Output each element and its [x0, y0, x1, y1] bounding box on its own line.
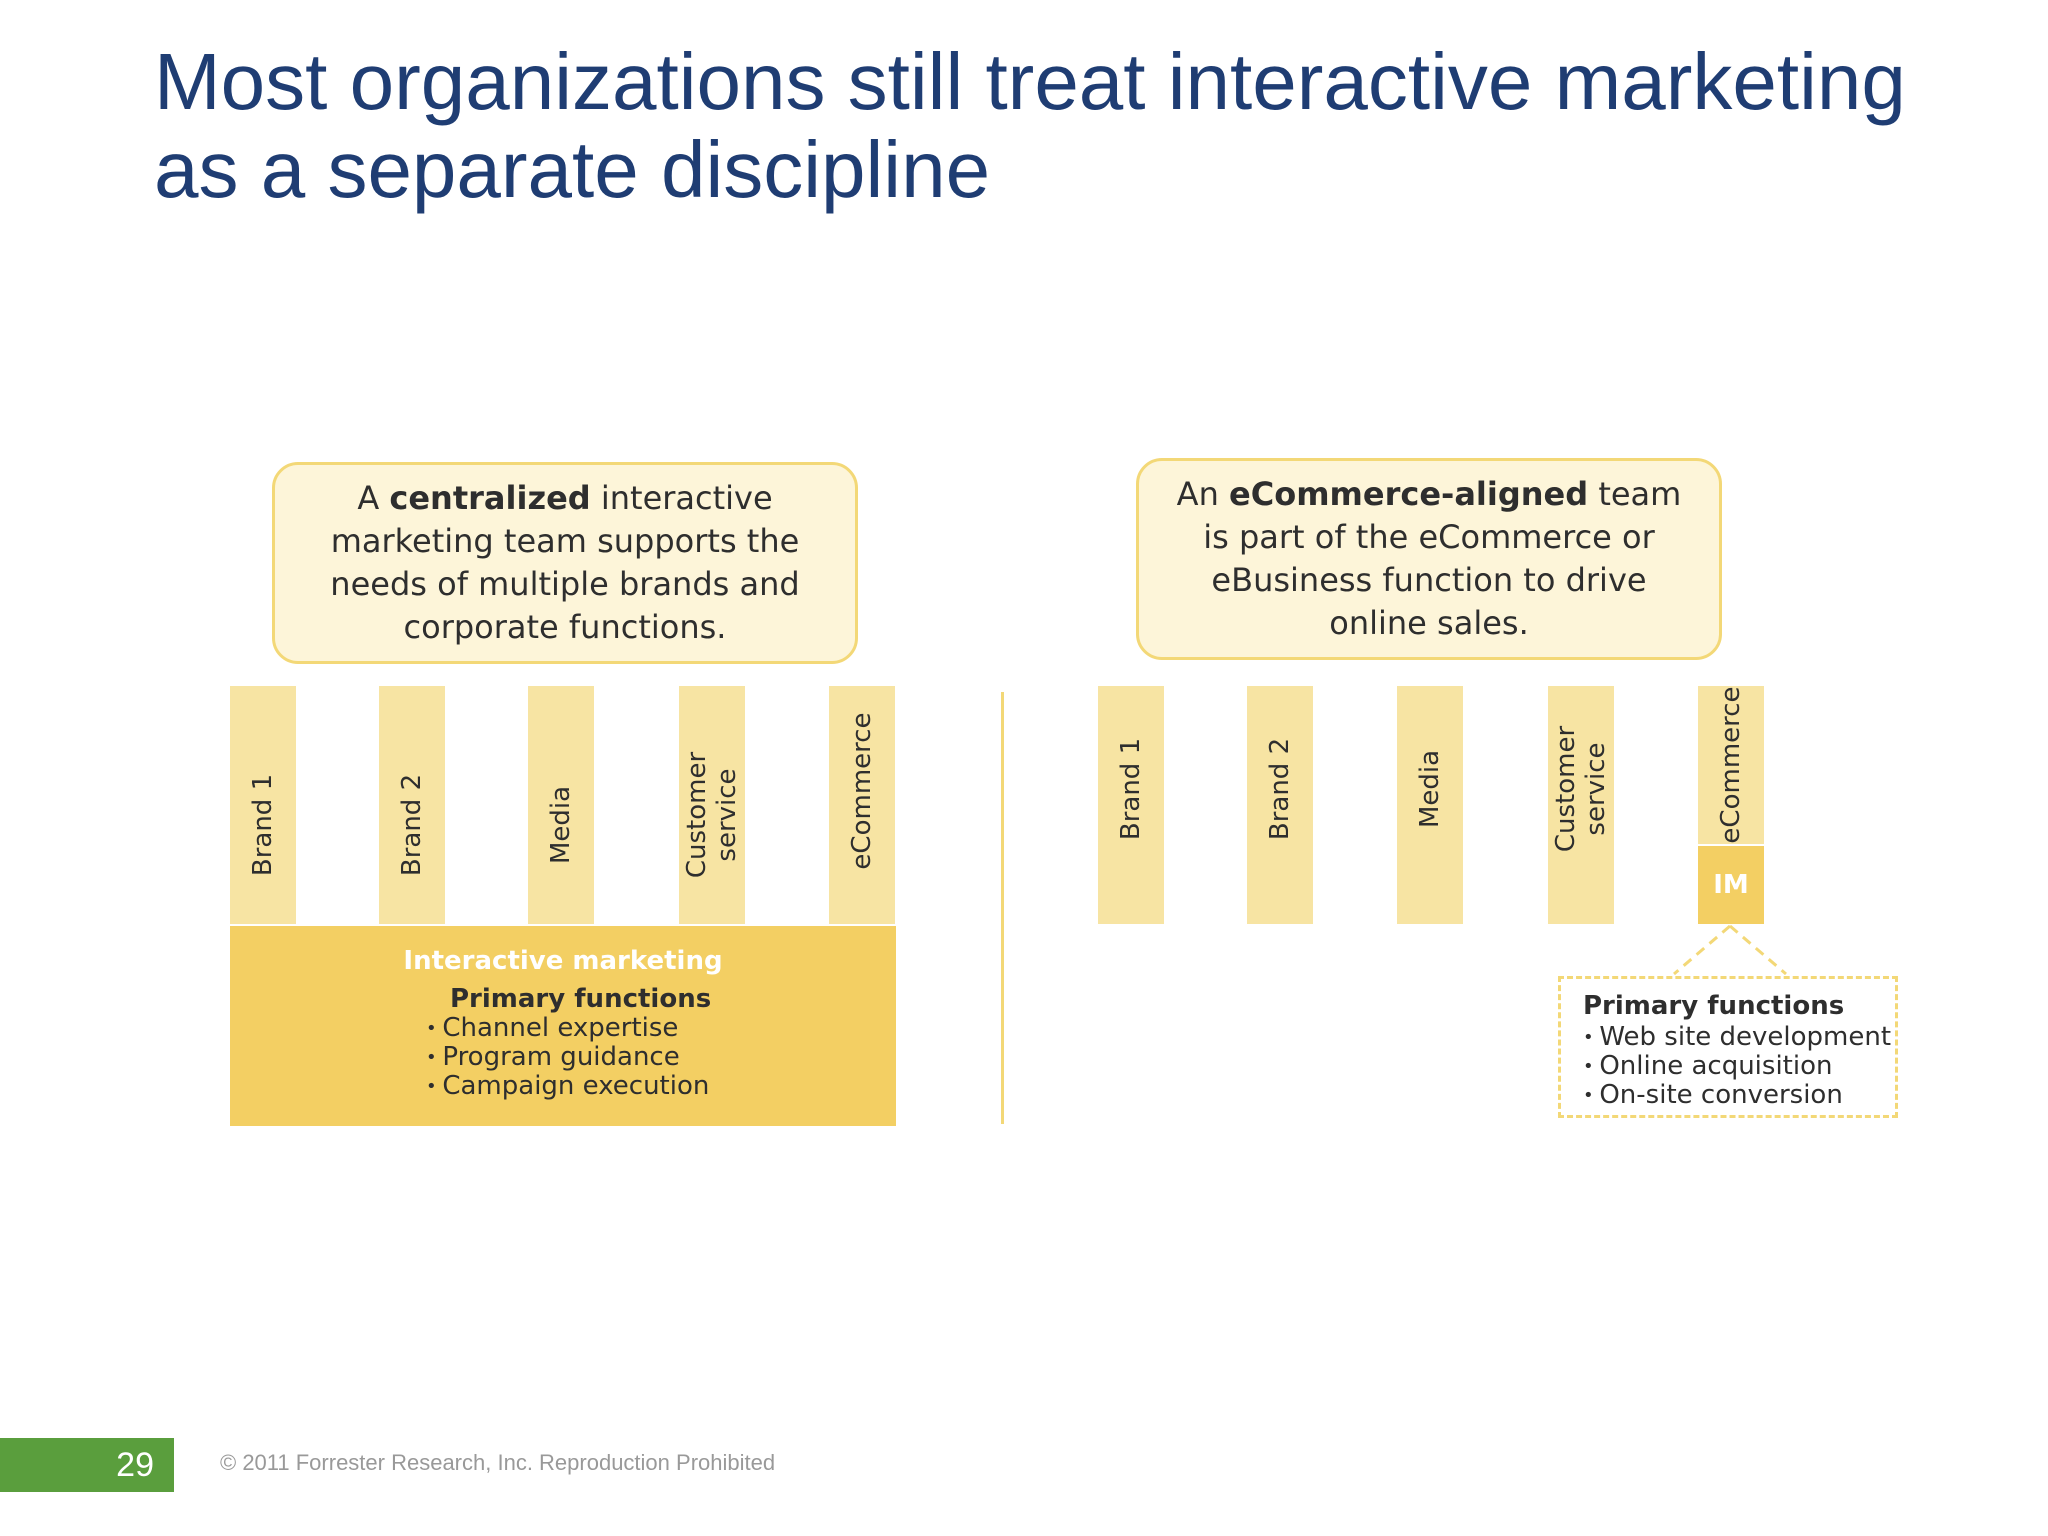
right-bar-ecommerce: eCommerce: [1698, 686, 1764, 844]
interactive-marketing-box: Interactive marketing Primary functions …: [230, 926, 896, 1126]
bar-label: Brand 2: [1265, 737, 1295, 841]
left-callout: A centralized interactive marketing team…: [272, 462, 858, 664]
list-item: Campaign execution: [426, 1072, 709, 1101]
right-callout-text: An eCommerce-aligned team is part of the…: [1176, 475, 1682, 642]
im-badge-label: IM: [1713, 870, 1749, 900]
bar-label: eCommerce: [847, 712, 877, 870]
left-functions-title: Primary functions: [450, 984, 712, 1014]
left-bar-customer-service: Customer service: [679, 686, 745, 924]
right-callout-emphasis: eCommerce-aligned: [1229, 475, 1589, 513]
bar-label: Brand 2: [397, 773, 427, 877]
interactive-marketing-title: Interactive marketing: [403, 946, 723, 976]
left-functions-list: Channel expertise Program guidance Campa…: [426, 1014, 709, 1101]
bar-label: Brand 1: [248, 773, 278, 877]
right-bar-media: Media: [1397, 686, 1463, 924]
im-badge: IM: [1698, 846, 1764, 924]
bar-label: Media: [1415, 749, 1445, 829]
bar-label: eCommerce: [1716, 686, 1746, 844]
right-callout: An eCommerce-aligned team is part of the…: [1136, 458, 1722, 660]
copyright-footer: © 2011 Forrester Research, Inc. Reproduc…: [220, 1450, 776, 1475]
slide-title-line-2: as a separate discipline: [154, 125, 991, 214]
right-functions-title: Primary functions: [1583, 991, 1845, 1021]
list-item: Program guidance: [426, 1043, 709, 1072]
left-callout-text: A centralized interactive marketing team…: [330, 479, 800, 646]
right-bar-brand-1: Brand 1: [1098, 686, 1164, 924]
list-item: Channel expertise: [426, 1014, 709, 1043]
left-bar-ecommerce: eCommerce: [829, 686, 895, 924]
slide-title-line-1: Most organizations still treat interacti…: [154, 37, 1906, 126]
left-bar-brand-1: Brand 1: [230, 686, 296, 924]
left-callout-emphasis: centralized: [389, 479, 591, 517]
left-bar-media: Media: [528, 686, 594, 924]
list-item: Online acquisition: [1583, 1052, 1891, 1081]
page-number-badge: 29: [0, 1438, 174, 1492]
bar-label: Brand 1: [1116, 737, 1146, 841]
bar-label: Customer service: [682, 751, 742, 879]
slide-title: Most organizations still treat interacti…: [154, 38, 2004, 214]
im-connector: [1673, 924, 1787, 976]
right-bar-customer-service: Customer service: [1548, 686, 1614, 924]
bar-label: Media: [546, 785, 576, 865]
right-bar-brand-2: Brand 2: [1247, 686, 1313, 924]
list-item: On-site conversion: [1583, 1081, 1891, 1110]
center-divider: [1001, 692, 1004, 1124]
bar-label: Customer service: [1551, 725, 1611, 853]
right-functions-box: Primary functions Web site development O…: [1558, 976, 1898, 1118]
list-item: Web site development: [1583, 1023, 1891, 1052]
page-number: 29: [116, 1446, 154, 1484]
right-functions-list: Web site development Online acquisition …: [1583, 1023, 1891, 1110]
left-bar-brand-2: Brand 2: [379, 686, 445, 924]
